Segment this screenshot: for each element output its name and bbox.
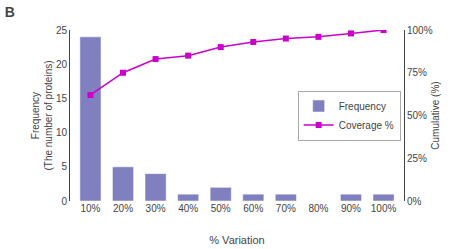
svg-text:80%: 80%	[308, 203, 328, 214]
svg-text:25%: 25%	[407, 153, 427, 164]
svg-text:40%: 40%	[178, 203, 198, 214]
svg-text:90%: 90%	[341, 203, 361, 214]
svg-text:60%: 60%	[243, 203, 263, 214]
svg-text:75%: 75%	[407, 67, 427, 78]
svg-text:50%: 50%	[407, 110, 427, 121]
svg-text:100%: 100%	[407, 25, 433, 36]
svg-text:Frequency: Frequency	[339, 101, 386, 112]
svg-text:15: 15	[56, 93, 68, 104]
svg-text:10%: 10%	[80, 203, 100, 214]
svg-text:50%: 50%	[211, 203, 231, 214]
svg-text:70%: 70%	[276, 203, 296, 214]
svg-text:5: 5	[61, 161, 67, 172]
svg-text:Cumulative (%): Cumulative (%)	[430, 81, 441, 149]
svg-text:20: 20	[56, 59, 68, 70]
svg-text:% Variation: % Variation	[209, 234, 264, 246]
svg-text:25: 25	[56, 25, 68, 36]
svg-text:30%: 30%	[146, 203, 166, 214]
svg-text:0: 0	[61, 196, 67, 207]
svg-text:10: 10	[56, 127, 68, 138]
svg-text:0%: 0%	[407, 196, 422, 207]
svg-text:100%: 100%	[371, 203, 397, 214]
svg-text:20%: 20%	[113, 203, 133, 214]
svg-text:B: B	[5, 4, 15, 20]
svg-text:Coverage %: Coverage %	[339, 120, 394, 131]
svg-text:Frequency(The number of protei: Frequency(The number of proteins)	[30, 60, 54, 170]
